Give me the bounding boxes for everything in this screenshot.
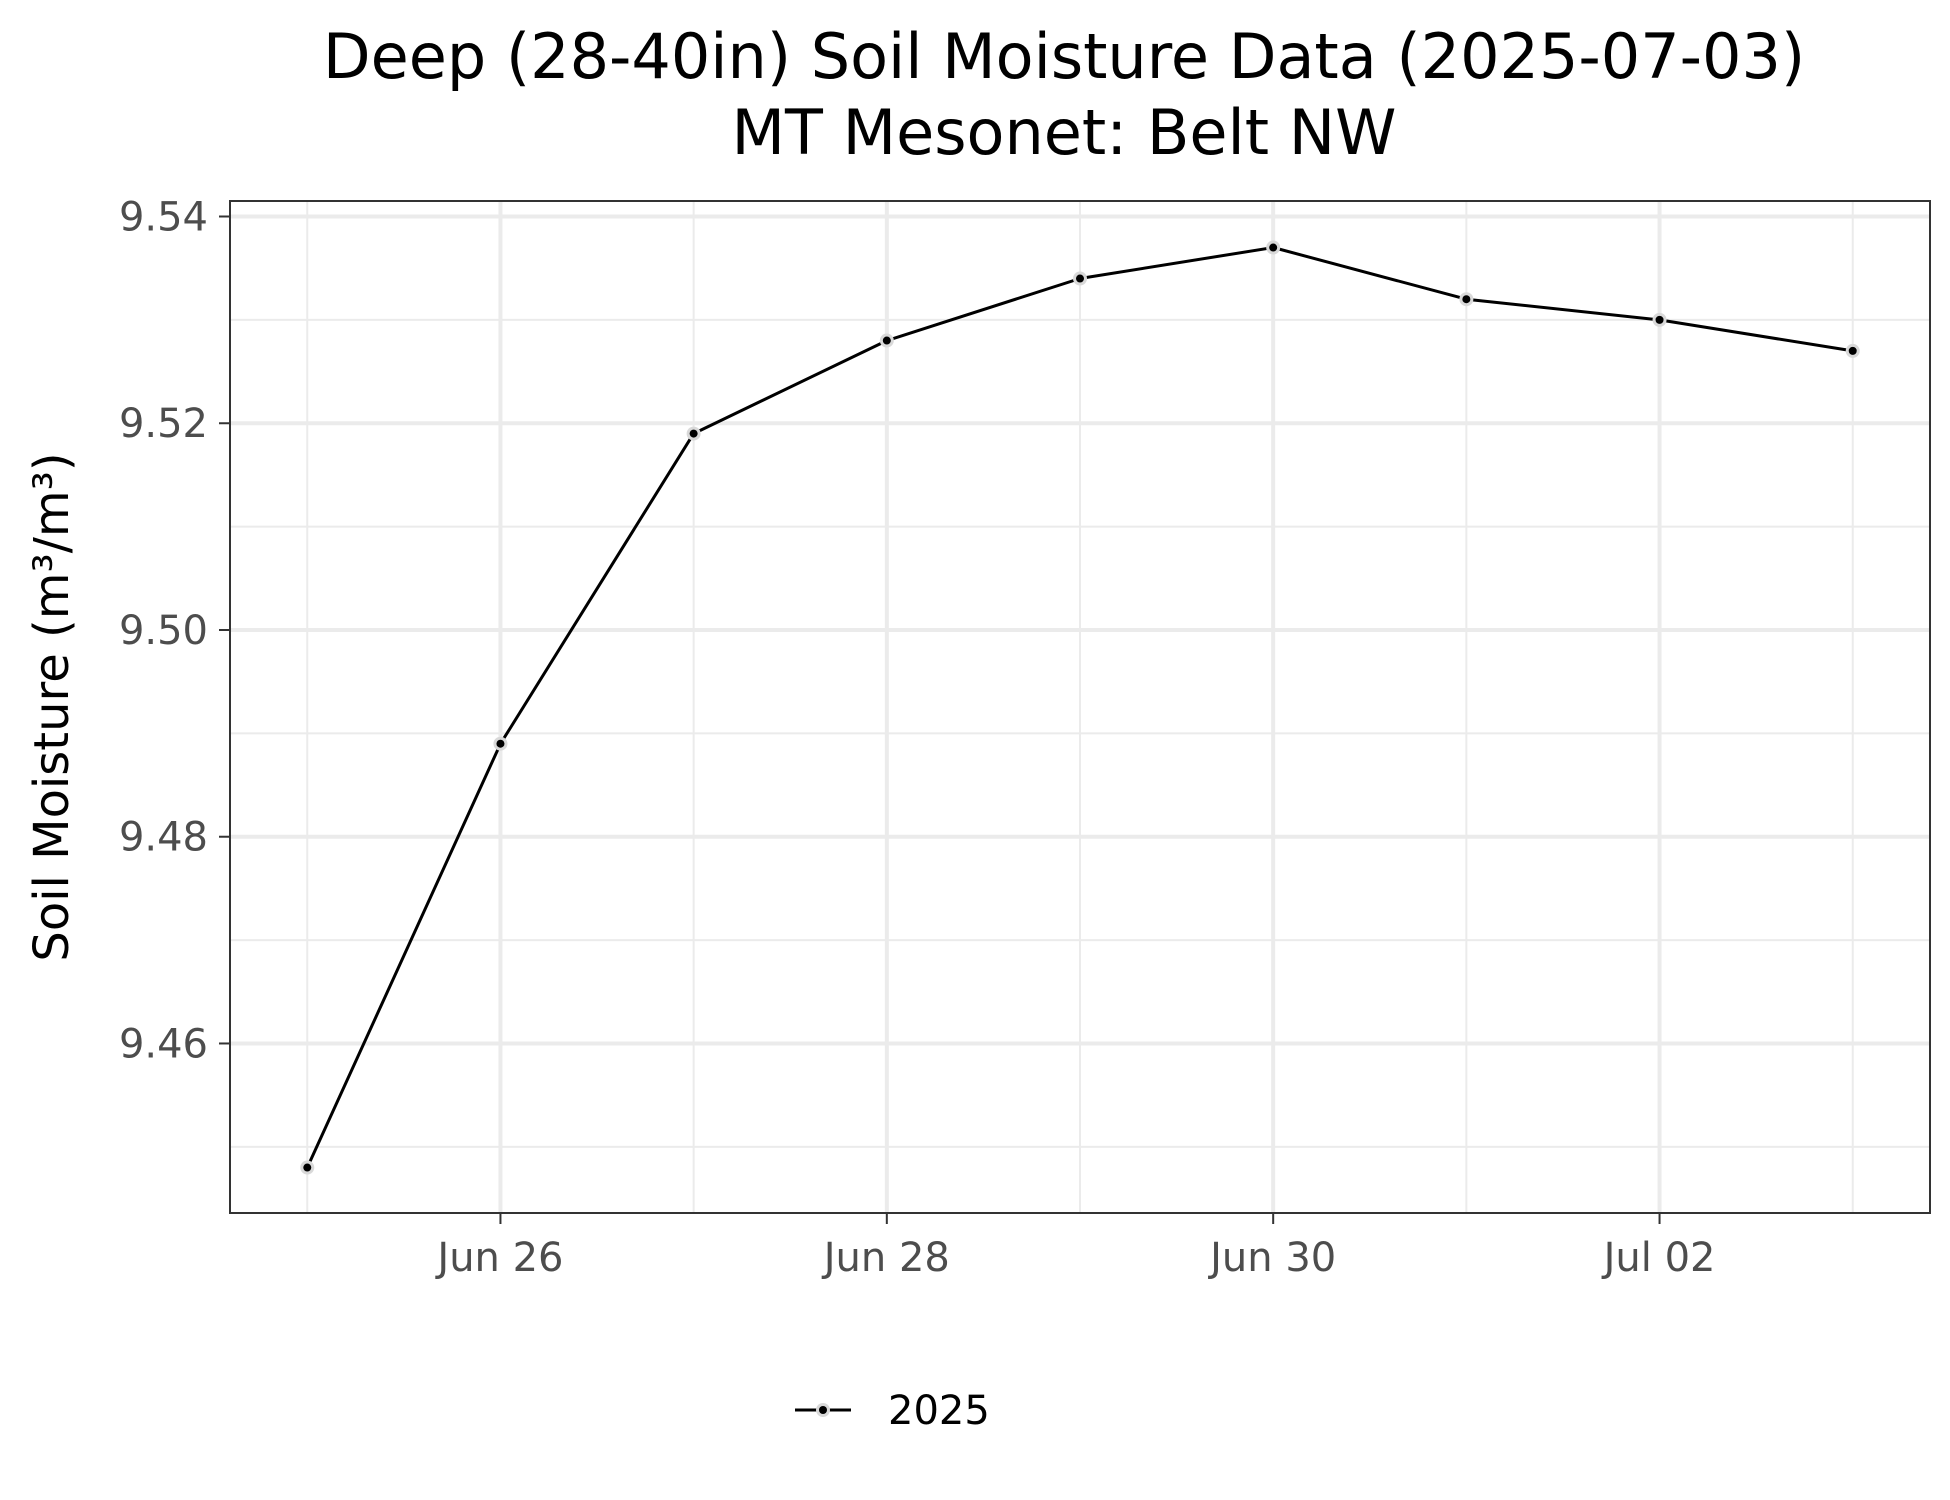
y-tick-label: 9.50 [119, 608, 208, 654]
data-point [1655, 315, 1664, 324]
chart-subtitle: MT Mesonet: Belt NW [732, 96, 1397, 169]
legend: 2025 [795, 1388, 990, 1434]
data-point [1269, 243, 1278, 252]
y-axis: 9.46 9.48 9.50 9.52 9.54 [119, 195, 230, 1067]
x-tick-label: Jun 26 [434, 1235, 563, 1281]
major-gridlines-y [230, 214, 1930, 1046]
data-point [689, 429, 698, 438]
legend-key-point [819, 1406, 827, 1414]
legend-label: 2025 [888, 1388, 990, 1434]
panel [229, 200, 1931, 1214]
data-point [1848, 346, 1857, 355]
y-tick-label: 9.48 [119, 815, 208, 861]
data-point [496, 739, 505, 748]
panel-border [229, 200, 1931, 1214]
x-tick-label: Jun 30 [1207, 1235, 1336, 1281]
y-tick-label: 9.54 [119, 195, 208, 241]
x-axis: Jun 26 Jun 28 Jun 30 Jul 02 [434, 1213, 1715, 1281]
chart-title: Deep (28-40in) Soil Moisture Data (2025-… [323, 20, 1805, 93]
data-point [303, 1163, 312, 1172]
y-axis-title: Soil Moisture (m³/m³) [24, 452, 80, 961]
data-point [1076, 274, 1084, 283]
x-tick-label: Jun 28 [821, 1235, 950, 1281]
y-tick-label: 9.46 [119, 1021, 208, 1067]
series-layer [300, 240, 1860, 1175]
data-point [882, 336, 891, 345]
x-tick-label: Jul 02 [1601, 1235, 1716, 1281]
data-point [1462, 295, 1471, 304]
y-tick-label: 9.52 [119, 401, 208, 447]
minor-gridlines-y [230, 318, 1930, 1148]
